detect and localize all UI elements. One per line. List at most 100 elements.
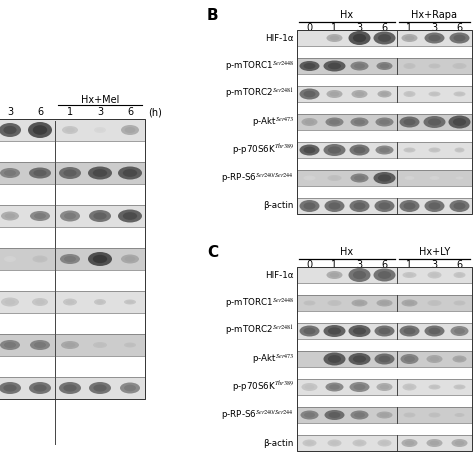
Ellipse shape — [303, 91, 316, 97]
Ellipse shape — [374, 268, 395, 282]
Ellipse shape — [380, 441, 389, 445]
Ellipse shape — [454, 91, 465, 97]
Ellipse shape — [431, 177, 438, 179]
Ellipse shape — [327, 271, 343, 279]
Ellipse shape — [33, 255, 47, 263]
Ellipse shape — [379, 356, 391, 362]
Ellipse shape — [374, 326, 394, 337]
Text: 3: 3 — [356, 23, 363, 33]
Ellipse shape — [353, 271, 366, 279]
Ellipse shape — [118, 210, 142, 222]
Ellipse shape — [353, 328, 366, 335]
Ellipse shape — [350, 118, 368, 127]
Text: Hx+Rapa: Hx+Rapa — [411, 10, 457, 20]
Text: 6: 6 — [456, 260, 463, 270]
Ellipse shape — [402, 272, 417, 278]
Ellipse shape — [300, 145, 319, 155]
Ellipse shape — [377, 439, 392, 447]
Ellipse shape — [448, 116, 471, 128]
Bar — [297, 295, 472, 311]
Ellipse shape — [376, 300, 392, 307]
Ellipse shape — [428, 384, 440, 390]
Ellipse shape — [374, 172, 395, 184]
Ellipse shape — [430, 356, 439, 361]
Ellipse shape — [64, 169, 77, 177]
Ellipse shape — [349, 145, 370, 155]
Text: 6: 6 — [456, 23, 463, 33]
Ellipse shape — [428, 147, 440, 153]
Ellipse shape — [428, 272, 441, 279]
Ellipse shape — [456, 301, 463, 304]
Ellipse shape — [33, 170, 46, 176]
Ellipse shape — [327, 34, 343, 42]
Ellipse shape — [349, 200, 370, 212]
Ellipse shape — [376, 62, 392, 70]
Ellipse shape — [405, 441, 414, 446]
Bar — [0, 162, 145, 184]
Ellipse shape — [353, 439, 366, 447]
Ellipse shape — [124, 385, 136, 392]
Ellipse shape — [64, 256, 76, 262]
Text: 3: 3 — [97, 107, 103, 117]
Ellipse shape — [374, 31, 395, 45]
Ellipse shape — [4, 256, 16, 262]
Ellipse shape — [405, 385, 414, 389]
Bar — [297, 351, 472, 367]
Ellipse shape — [301, 118, 318, 126]
Ellipse shape — [428, 202, 440, 210]
Ellipse shape — [380, 64, 389, 68]
Ellipse shape — [403, 412, 416, 418]
Ellipse shape — [306, 176, 313, 180]
Bar — [297, 170, 472, 186]
Ellipse shape — [454, 301, 465, 306]
Ellipse shape — [425, 33, 445, 44]
Ellipse shape — [28, 122, 52, 138]
Bar — [0, 291, 145, 313]
Ellipse shape — [374, 200, 394, 212]
Bar — [297, 198, 472, 214]
Ellipse shape — [93, 342, 107, 348]
Bar — [297, 30, 472, 46]
Ellipse shape — [59, 382, 81, 394]
Ellipse shape — [89, 210, 111, 222]
Ellipse shape — [60, 254, 80, 264]
Ellipse shape — [428, 64, 440, 69]
Bar — [297, 198, 472, 214]
Ellipse shape — [328, 175, 341, 181]
Ellipse shape — [425, 326, 445, 337]
Ellipse shape — [353, 34, 366, 42]
Ellipse shape — [378, 174, 391, 182]
Text: HIF-1α: HIF-1α — [265, 271, 294, 280]
Bar — [0, 162, 145, 184]
Ellipse shape — [0, 382, 21, 394]
Bar — [0, 248, 145, 270]
Ellipse shape — [29, 382, 51, 394]
Ellipse shape — [380, 384, 389, 390]
Ellipse shape — [374, 354, 394, 365]
Ellipse shape — [376, 383, 392, 391]
Ellipse shape — [327, 90, 343, 98]
Ellipse shape — [30, 340, 50, 350]
Ellipse shape — [63, 299, 77, 306]
Ellipse shape — [303, 328, 316, 334]
Ellipse shape — [428, 118, 441, 126]
Bar — [0, 119, 145, 399]
Ellipse shape — [93, 384, 107, 392]
Ellipse shape — [356, 441, 364, 445]
Ellipse shape — [349, 382, 370, 392]
Ellipse shape — [64, 343, 75, 347]
Bar — [297, 379, 472, 395]
Text: 6: 6 — [382, 23, 388, 33]
Bar — [297, 435, 472, 451]
Ellipse shape — [0, 340, 20, 350]
Bar — [297, 267, 472, 451]
Ellipse shape — [303, 202, 316, 210]
Ellipse shape — [93, 255, 107, 263]
Ellipse shape — [430, 301, 439, 305]
Text: 6: 6 — [37, 107, 43, 117]
Ellipse shape — [121, 125, 139, 135]
Ellipse shape — [379, 328, 391, 334]
Bar — [0, 334, 145, 356]
Ellipse shape — [301, 383, 318, 391]
Ellipse shape — [61, 341, 79, 349]
